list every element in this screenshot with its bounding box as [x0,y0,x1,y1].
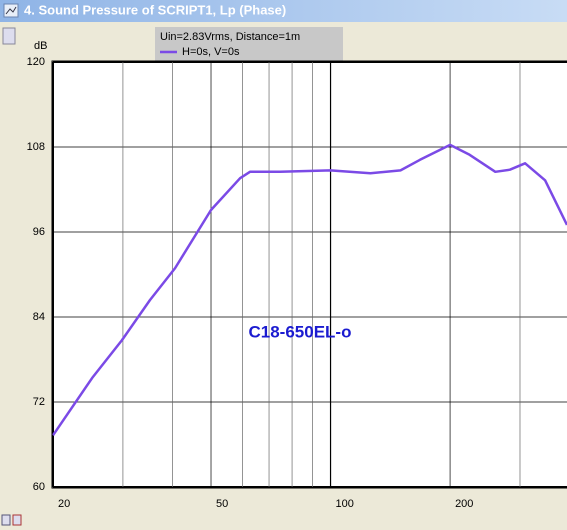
tool-icon[interactable] [1,514,11,526]
legend-box [155,27,343,61]
y-tick-label: 108 [27,141,45,153]
y-tick-label: 96 [33,226,45,238]
title-bar [0,0,567,22]
legend-label: H=0s, V=0s [182,46,240,58]
x-tick-label: 20 [58,498,70,510]
y-tick-label: 60 [33,481,45,493]
y-tick-label: 120 [27,56,45,68]
legend-header: Uin=2.83Vrms, Distance=1m [160,31,300,43]
x-tick-label: 50 [216,498,228,510]
tool-icon[interactable] [12,514,22,526]
y-tick-label: 72 [33,396,45,408]
x-tick-label: 200 [455,498,473,510]
y-unit: dB [34,40,47,52]
x-tick-label: 100 [336,498,354,510]
window-title: 4. Sound Pressure of SCRIPT1, Lp (Phase) [24,2,286,17]
plot-edge [51,60,567,489]
plot-area [53,62,567,487]
y-tick-label: 84 [33,311,45,323]
window-icon-glyph [5,6,17,15]
scroll-icon[interactable] [2,27,16,45]
series-line [51,143,567,437]
annotation: C18-650EL-o [249,322,352,341]
